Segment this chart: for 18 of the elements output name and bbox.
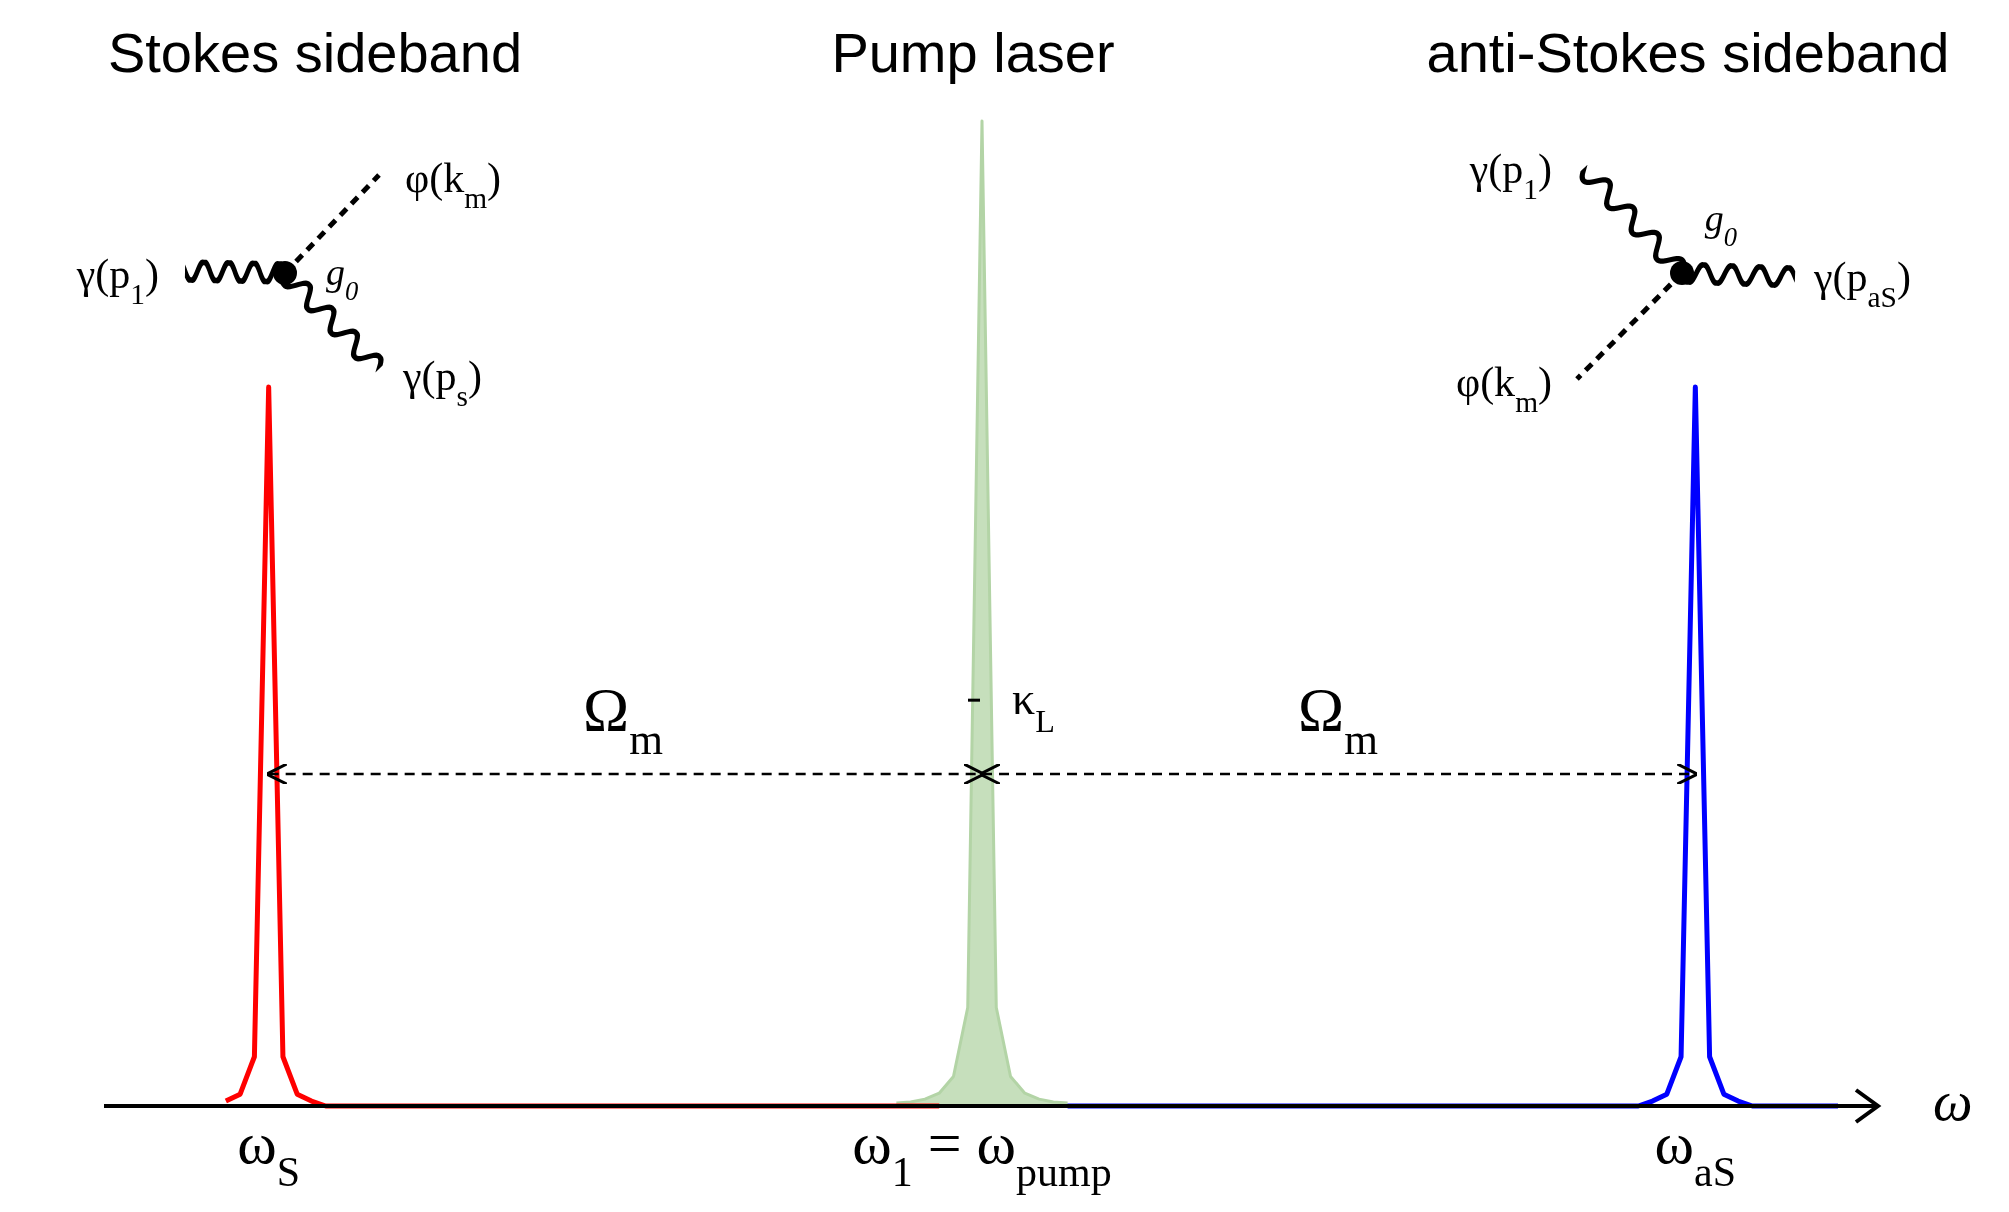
x-tick-label: ω$_{S}$ (237, 1110, 301, 1195)
text: Pump laser (831, 21, 1115, 84)
annotation: g$_{0}$ (326, 251, 359, 306)
annotation: γ(p$_{1}$) (1468, 146, 1552, 205)
annotation: Ω$_{m}$ (1298, 675, 1379, 763)
x-tick-label: ω$_{1}$ = ω$_{pump}$ (852, 1110, 1112, 1195)
x-axis-title: ω (1933, 1070, 1973, 1132)
annotation: κ$_{L}$ (1012, 673, 1055, 740)
annotation: γ(p$_{1}$) (75, 251, 159, 310)
x-tick-label: ω$_{aS}$ (1654, 1110, 1737, 1195)
text: anti-Stokes sideband (1426, 21, 1950, 84)
text: Stokes sideband (107, 21, 523, 84)
annotation: γ(p$_{s}$) (402, 353, 482, 412)
annotation: φ(k$_{m}$) (405, 155, 502, 214)
annotation: Ω$_{m}$ (583, 675, 664, 763)
annotation: g$_{0}$ (1704, 197, 1738, 252)
annotation: γ(p$_{aS}$) (1813, 254, 1911, 313)
annotation: φ(k$_{m}$) (1455, 359, 1552, 418)
